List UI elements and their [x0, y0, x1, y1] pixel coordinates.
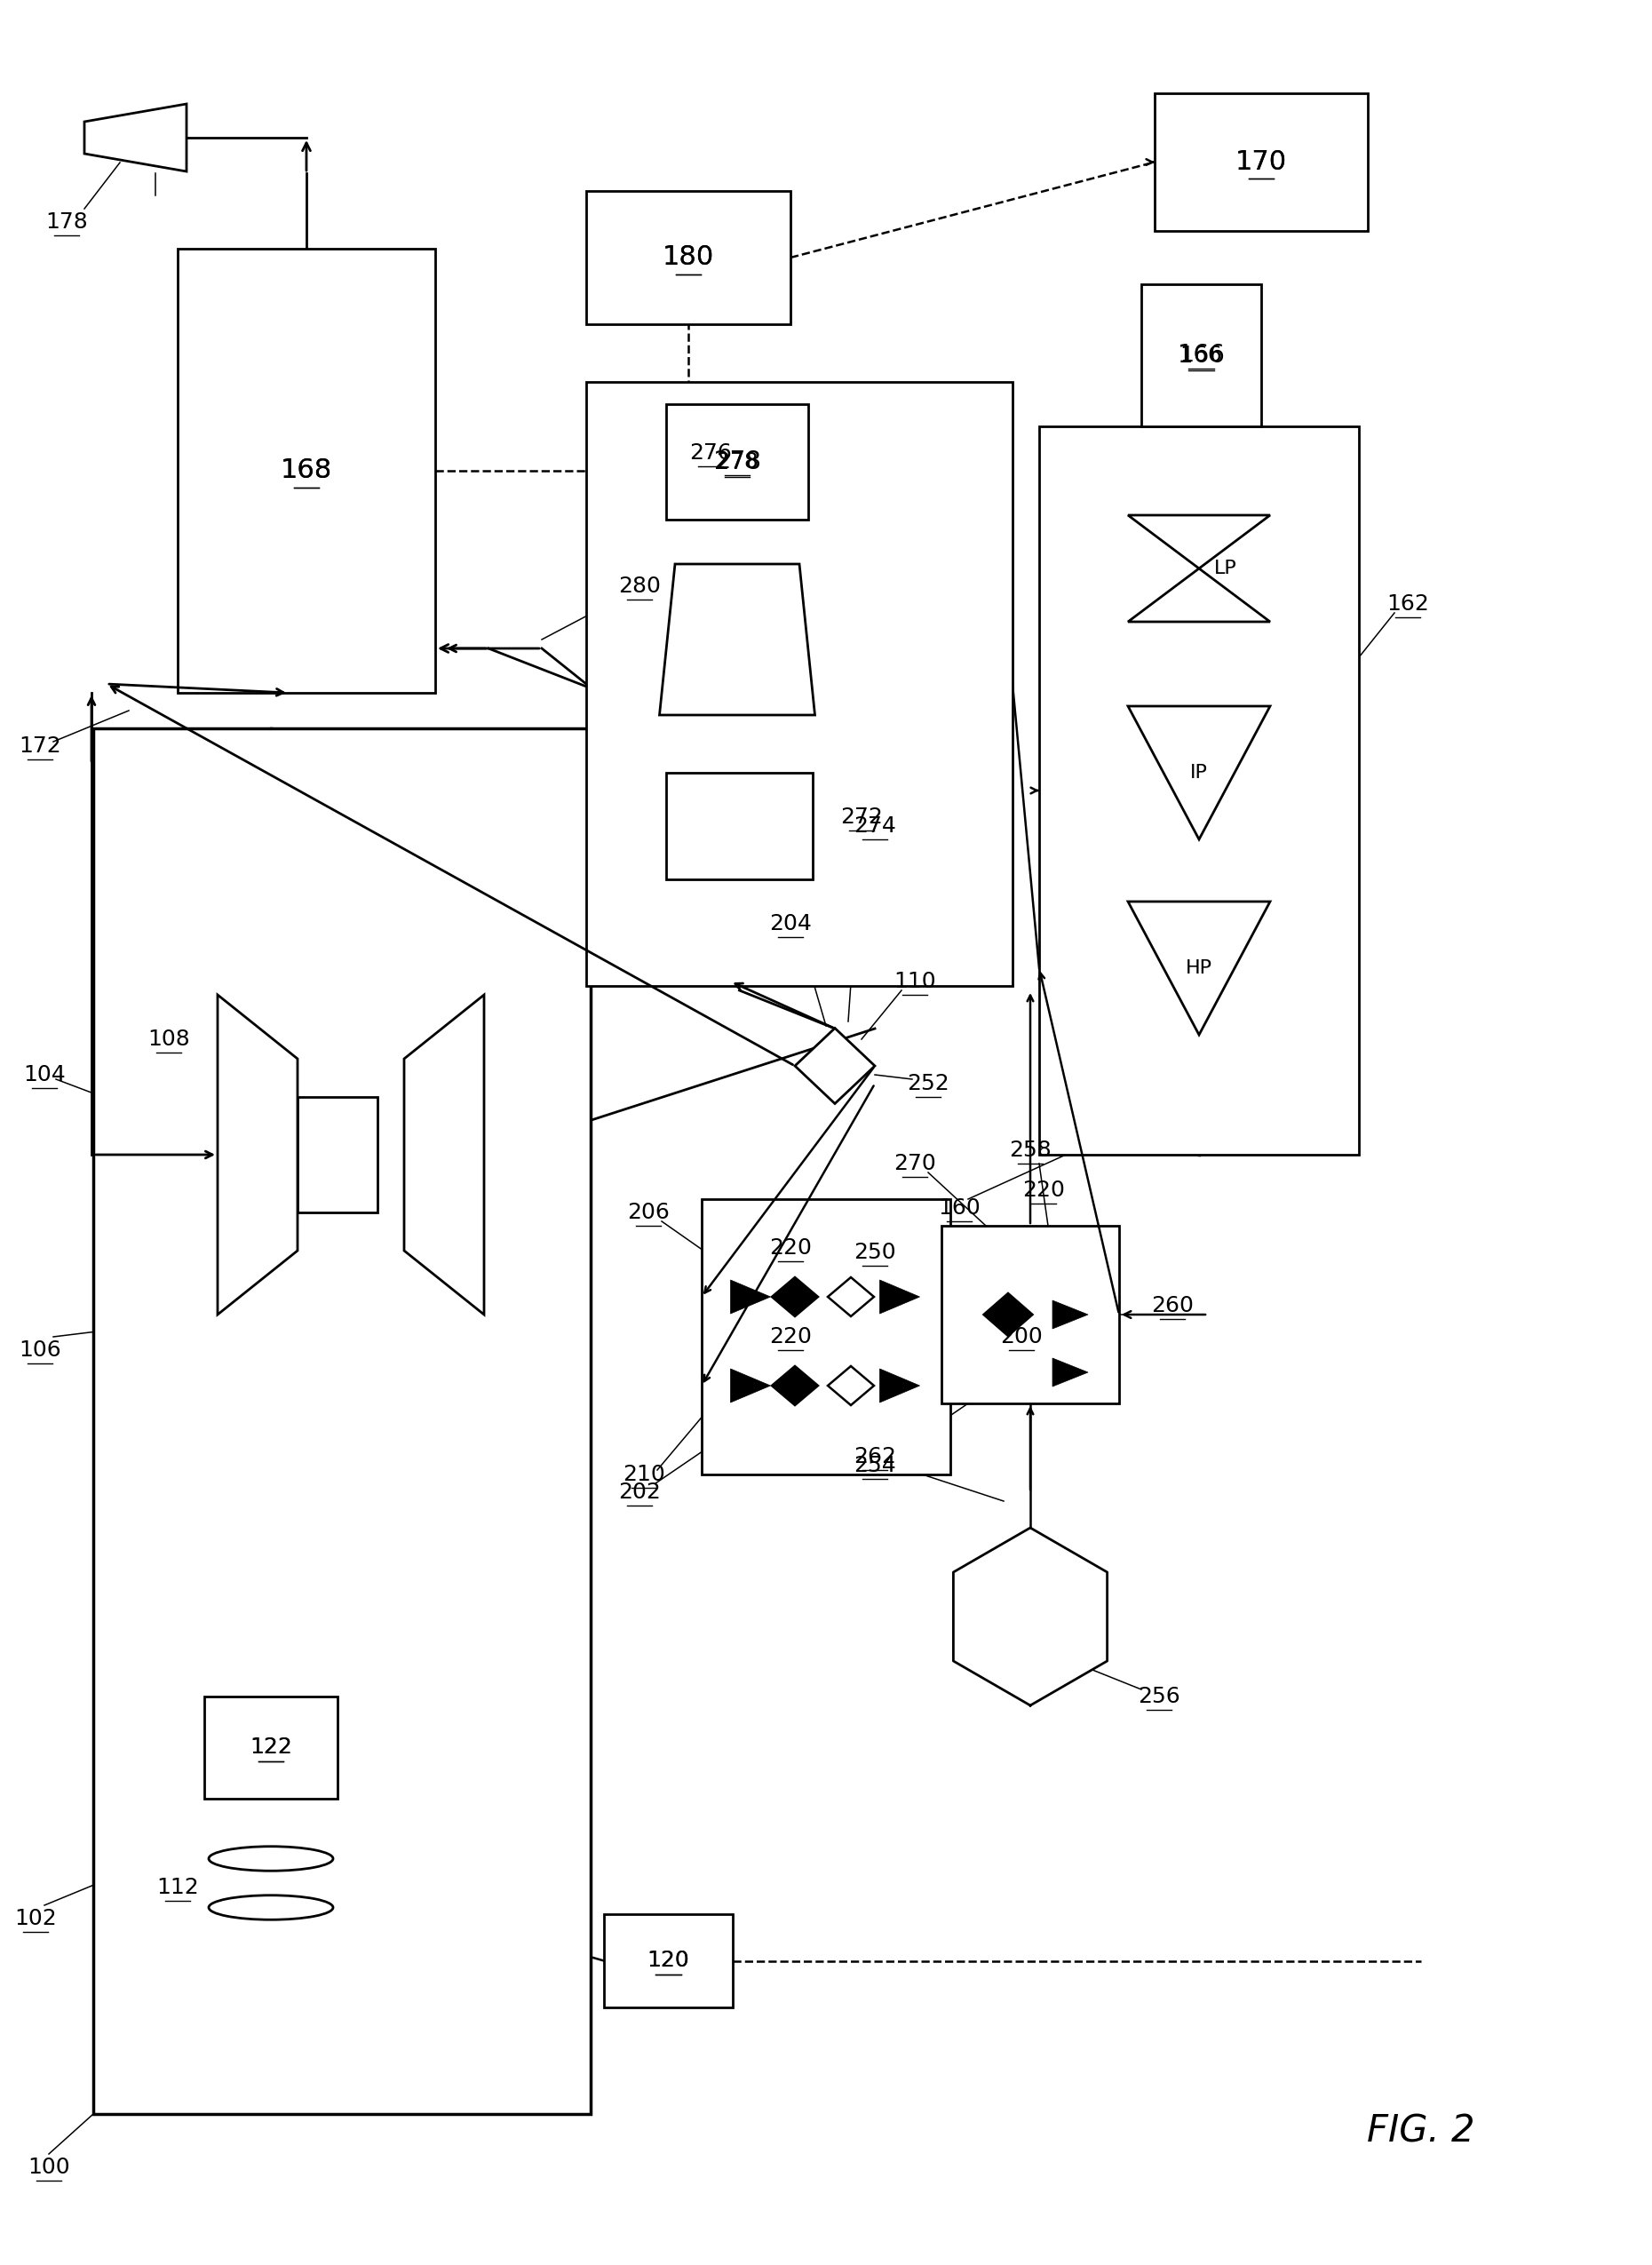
- Polygon shape: [659, 564, 814, 716]
- Polygon shape: [828, 1277, 874, 1316]
- Bar: [1142, 283, 1260, 426]
- Bar: [942, 1225, 1118, 1404]
- Polygon shape: [730, 1368, 770, 1402]
- Bar: [586, 190, 790, 324]
- Polygon shape: [881, 1368, 920, 1402]
- Polygon shape: [730, 1280, 770, 1314]
- Text: 100: 100: [28, 2156, 69, 2179]
- Text: 210: 210: [623, 1463, 666, 1486]
- Bar: [1155, 93, 1368, 231]
- Text: 102: 102: [15, 1907, 56, 1930]
- Text: 280: 280: [618, 575, 661, 598]
- Text: 200: 200: [999, 1325, 1042, 1348]
- Text: 250: 250: [854, 1241, 895, 1264]
- Text: 170: 170: [1236, 149, 1287, 174]
- Text: 272: 272: [841, 806, 882, 827]
- Polygon shape: [1052, 1300, 1089, 1330]
- Text: 178: 178: [45, 211, 88, 233]
- Polygon shape: [405, 994, 484, 1314]
- Text: 220: 220: [770, 1237, 811, 1259]
- Text: FIG. 2: FIG. 2: [1368, 2113, 1475, 2149]
- Text: 160: 160: [938, 1198, 980, 1219]
- Text: LP: LP: [1214, 559, 1237, 578]
- Text: 106: 106: [18, 1339, 61, 1361]
- Text: 168: 168: [281, 458, 332, 485]
- Text: 220: 220: [770, 1325, 811, 1348]
- Polygon shape: [771, 1366, 818, 1404]
- Text: 170: 170: [1236, 149, 1287, 174]
- Text: 262: 262: [854, 1445, 895, 1468]
- Text: 104: 104: [23, 1065, 66, 1085]
- Text: 112: 112: [157, 1878, 198, 1898]
- Text: 110: 110: [894, 972, 937, 992]
- Text: 122: 122: [249, 1737, 292, 1758]
- Polygon shape: [1128, 514, 1270, 569]
- Polygon shape: [1052, 1359, 1089, 1386]
- Text: 162: 162: [1386, 593, 1429, 614]
- Polygon shape: [771, 1277, 818, 1316]
- Bar: [702, 1198, 950, 1475]
- Bar: [586, 383, 1013, 985]
- Text: HP: HP: [1186, 960, 1213, 976]
- Text: 204: 204: [770, 913, 811, 935]
- Text: 276: 276: [689, 442, 732, 464]
- Text: 108: 108: [147, 1028, 190, 1051]
- Bar: [605, 1914, 733, 2007]
- Text: 180: 180: [662, 245, 714, 270]
- Text: 256: 256: [1138, 1685, 1180, 1708]
- Text: 260: 260: [1151, 1296, 1194, 1316]
- Text: 274: 274: [854, 815, 895, 836]
- Bar: [297, 1096, 377, 1212]
- Text: 220: 220: [1023, 1180, 1066, 1200]
- Bar: [666, 403, 808, 519]
- Text: IP: IP: [1189, 763, 1208, 781]
- Text: 252: 252: [907, 1074, 950, 1094]
- Text: 206: 206: [628, 1203, 669, 1223]
- Polygon shape: [983, 1293, 1032, 1336]
- Text: 254: 254: [854, 1454, 895, 1477]
- Text: 202: 202: [618, 1481, 661, 1504]
- Polygon shape: [1128, 569, 1270, 623]
- Polygon shape: [1128, 901, 1270, 1035]
- Text: 258: 258: [1009, 1139, 1051, 1162]
- Text: 270: 270: [894, 1153, 937, 1173]
- Polygon shape: [828, 1366, 874, 1404]
- Text: 166: 166: [1178, 342, 1224, 367]
- Bar: [666, 772, 813, 879]
- Ellipse shape: [208, 1896, 334, 1921]
- Bar: [208, 1860, 334, 1907]
- Polygon shape: [795, 1028, 876, 1103]
- Bar: [178, 249, 434, 693]
- Polygon shape: [218, 994, 297, 1314]
- Polygon shape: [1128, 707, 1270, 840]
- Text: 168: 168: [281, 458, 332, 485]
- Ellipse shape: [208, 1846, 334, 1871]
- Text: 172: 172: [18, 736, 61, 757]
- Text: 180: 180: [662, 245, 714, 270]
- Text: 278: 278: [715, 451, 758, 473]
- Bar: [93, 729, 591, 2113]
- Polygon shape: [881, 1280, 920, 1314]
- Bar: [1039, 426, 1360, 1155]
- Text: 120: 120: [648, 1950, 689, 1971]
- Text: 278: 278: [714, 448, 760, 473]
- Text: 166: 166: [1180, 344, 1222, 367]
- Text: 122: 122: [249, 1737, 292, 1758]
- Bar: [205, 1696, 337, 1798]
- Polygon shape: [84, 104, 187, 172]
- Text: 120: 120: [648, 1950, 689, 1971]
